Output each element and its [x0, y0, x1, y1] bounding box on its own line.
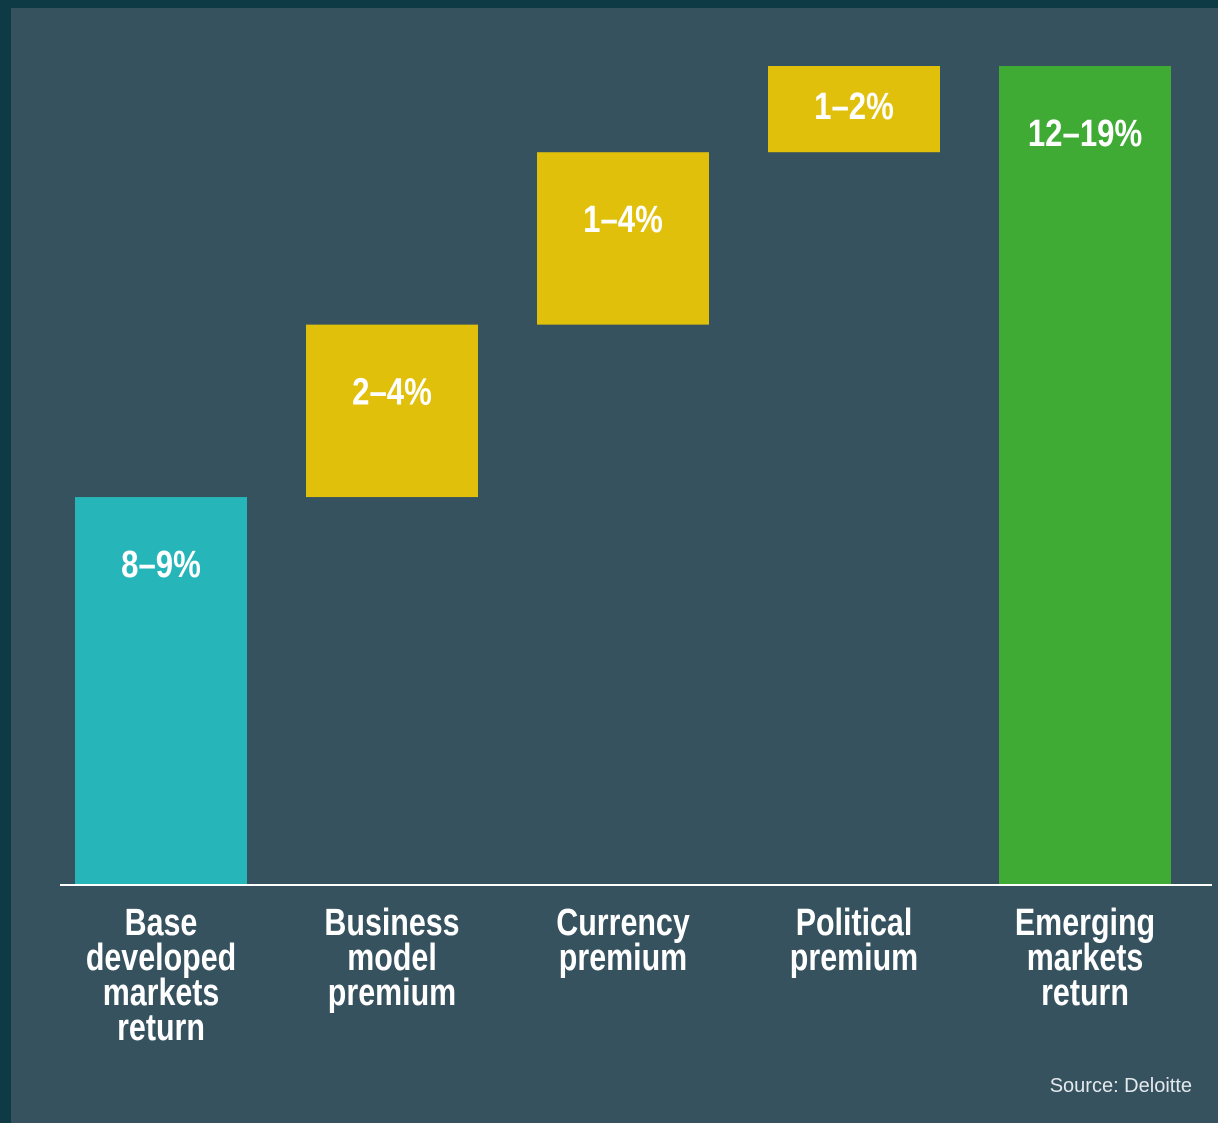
source: Source: Deloitte [1050, 1075, 1192, 1097]
category-label: return [1041, 972, 1129, 1014]
top-edge [0, 0, 1218, 8]
category-label: markets [1027, 937, 1144, 979]
category-label: developed [86, 937, 236, 979]
value-label: 1–2% [814, 86, 894, 128]
bar [768, 66, 940, 153]
bar [306, 324, 478, 498]
left-edge [0, 0, 11, 1123]
category-label: markets [103, 972, 220, 1014]
value-label: 2–4% [352, 372, 432, 414]
category-label: premium [790, 937, 918, 979]
bar [75, 497, 247, 885]
category-label: Emerging [1015, 902, 1155, 944]
category-label: Political [796, 902, 913, 944]
category-label: premium [328, 972, 456, 1014]
value-label: 1–4% [583, 199, 663, 241]
bar [999, 66, 1171, 885]
value-label: 12–19% [1028, 113, 1142, 155]
category-label: Currency [556, 902, 689, 944]
value-label: 8–9% [121, 544, 201, 586]
category-label: return [117, 1007, 205, 1049]
category-label: Base [125, 902, 198, 944]
category-label: Business [324, 902, 459, 944]
category-label: model [347, 937, 437, 979]
category-label: premium [559, 937, 687, 979]
bar [537, 152, 709, 325]
